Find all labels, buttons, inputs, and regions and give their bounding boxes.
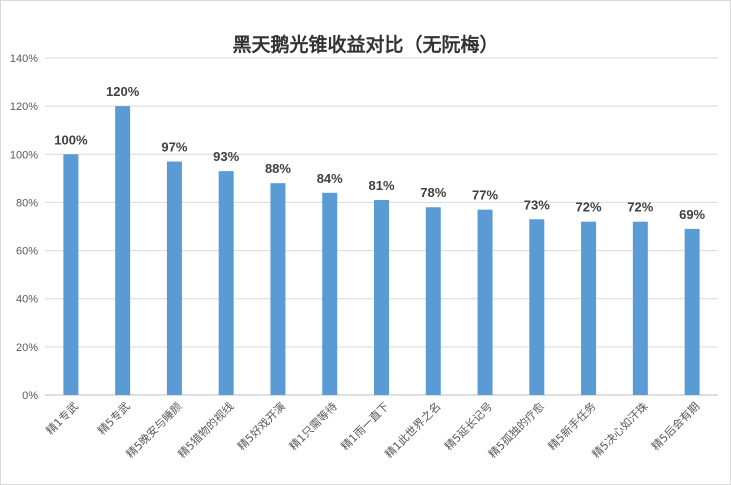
y-tick-label: 140% <box>10 53 38 65</box>
category-label: 精5孤独的疗愈 <box>485 399 547 461</box>
y-tick-label: 20% <box>16 342 38 354</box>
data-label: 73% <box>524 197 550 212</box>
bar <box>529 219 545 395</box>
chart-title: 黑天鹅光锥收益对比（无阮梅） <box>232 34 499 56</box>
y-tick-label: 60% <box>16 246 38 258</box>
bar <box>322 192 338 395</box>
y-tick-label: 40% <box>16 294 38 306</box>
data-label: 78% <box>420 185 446 200</box>
category-label: 精5猎物的视线 <box>175 399 237 461</box>
y-tick-label: 80% <box>16 197 38 209</box>
bar <box>581 221 597 395</box>
data-label: 84% <box>317 171 343 186</box>
bar <box>477 209 493 395</box>
category-label: 精5专武 <box>95 399 133 437</box>
data-label: 100% <box>54 132 88 147</box>
data-label: 81% <box>368 178 394 193</box>
bar <box>166 161 182 395</box>
category-label: 精1此世界之名 <box>382 399 444 461</box>
category-label: 精5后会有期 <box>648 399 702 453</box>
category-label: 精1雨一直下 <box>338 399 392 453</box>
bar <box>425 207 441 395</box>
data-label: 97% <box>161 140 187 155</box>
bar <box>63 154 79 395</box>
category-label: 精1只需等待 <box>286 399 340 453</box>
category-label: 精5新手任务 <box>545 399 599 453</box>
bar <box>270 183 286 395</box>
bar <box>632 221 648 395</box>
data-label: 88% <box>265 161 291 176</box>
category-label: 精1专武 <box>43 399 81 437</box>
data-label: 120% <box>106 84 140 99</box>
category-label: 精5决心如汗珠 <box>589 399 651 461</box>
bar <box>115 106 131 396</box>
data-label: 77% <box>472 188 498 203</box>
y-tick-label: 120% <box>10 101 38 113</box>
data-label: 93% <box>213 149 239 164</box>
category-label: 精5好戏开演 <box>234 399 288 453</box>
bar <box>684 228 700 395</box>
category-label: 精5延长记号 <box>442 400 495 453</box>
bar <box>218 171 234 395</box>
y-tick-label: 0% <box>22 390 38 402</box>
bar <box>374 200 389 395</box>
data-label: 72% <box>627 200 653 215</box>
y-tick-label: 100% <box>10 149 38 161</box>
data-label: 72% <box>576 200 602 215</box>
data-label: 69% <box>679 207 705 222</box>
